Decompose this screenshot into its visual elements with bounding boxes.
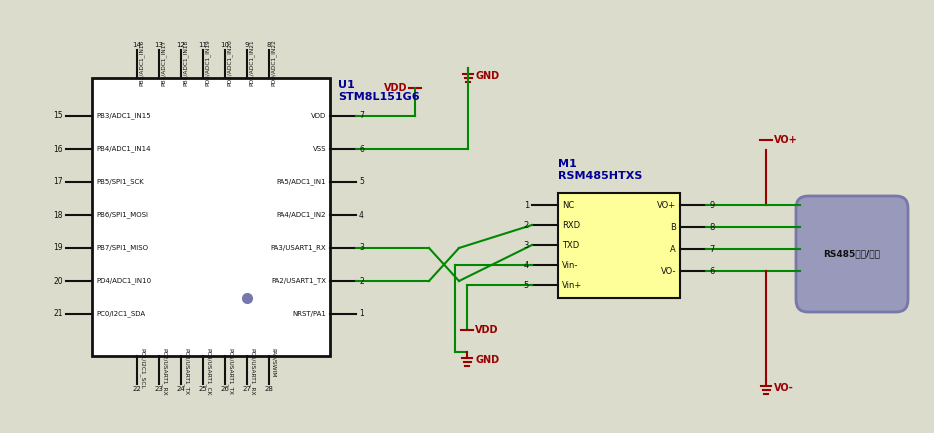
Text: 7: 7 (359, 112, 364, 120)
Text: U1: U1 (338, 80, 355, 90)
Text: PC4/USART1_CK: PC4/USART1_CK (205, 348, 211, 395)
Text: NRST/PA1: NRST/PA1 (292, 311, 326, 317)
Text: 25: 25 (199, 386, 207, 392)
Text: VO+: VO+ (657, 200, 676, 210)
Text: GND: GND (475, 355, 499, 365)
Text: 1: 1 (524, 200, 529, 210)
Text: PC6/USART1_RX: PC6/USART1_RX (249, 348, 255, 395)
Text: PB5/SPI1_SCK: PB5/SPI1_SCK (96, 179, 144, 185)
Text: VSS: VSS (313, 146, 326, 152)
Text: 26: 26 (220, 386, 230, 392)
Text: 24: 24 (177, 386, 185, 392)
Text: 5: 5 (359, 178, 364, 187)
Text: 14: 14 (133, 42, 141, 48)
Text: 8: 8 (709, 223, 715, 232)
Text: PD3/ADC1_IN19: PD3/ADC1_IN19 (205, 39, 211, 86)
Text: 17: 17 (53, 178, 63, 187)
Text: 28: 28 (264, 386, 274, 392)
Text: VDD: VDD (384, 83, 407, 93)
Text: 9: 9 (245, 42, 249, 48)
Text: VO-: VO- (660, 266, 676, 275)
Text: PB7/SPI1_MISO: PB7/SPI1_MISO (96, 245, 148, 252)
Text: RXD: RXD (562, 220, 580, 229)
Text: STM8L151G6: STM8L151G6 (338, 92, 419, 102)
Text: VDD: VDD (475, 325, 499, 335)
Text: RSM485HTXS: RSM485HTXS (558, 171, 643, 181)
Text: NC: NC (562, 200, 574, 210)
Text: PA0/SWIM: PA0/SWIM (271, 348, 276, 378)
Text: PA4/ADC1_IN2: PA4/ADC1_IN2 (276, 212, 326, 218)
Text: PD0/ADC1_IN22: PD0/ADC1_IN22 (271, 39, 276, 86)
Text: 7: 7 (709, 245, 715, 253)
Text: PC2/USART1_RX: PC2/USART1_RX (161, 348, 166, 396)
Text: A: A (671, 245, 676, 253)
Text: 11: 11 (199, 42, 207, 48)
Text: 3: 3 (524, 240, 529, 249)
Text: PB3/ADC1_IN15: PB3/ADC1_IN15 (96, 113, 150, 120)
Text: 4: 4 (359, 210, 364, 220)
Text: 19: 19 (53, 243, 63, 252)
Text: 6: 6 (709, 266, 715, 275)
Text: 2: 2 (524, 220, 529, 229)
Text: 20: 20 (53, 277, 63, 285)
Text: 6: 6 (359, 145, 364, 154)
Text: 10: 10 (220, 42, 230, 48)
Text: TXD: TXD (562, 240, 579, 249)
Text: PA5/ADC1_IN1: PA5/ADC1_IN1 (276, 179, 326, 185)
Text: PB0/ADC1_IN18: PB0/ADC1_IN18 (183, 40, 189, 86)
Text: PD4/ADC1_IN10: PD4/ADC1_IN10 (96, 278, 151, 284)
Text: PD2/ADC1_IN20: PD2/ADC1_IN20 (227, 39, 233, 86)
Text: VO-: VO- (774, 383, 794, 393)
Text: PB4/ADC1_IN14: PB4/ADC1_IN14 (96, 145, 150, 152)
Text: PA3/USART1_RX: PA3/USART1_RX (270, 245, 326, 252)
Bar (92, 78, 330, 356)
Text: PC3/USART1_TX: PC3/USART1_TX (183, 348, 189, 395)
Text: 16: 16 (53, 145, 63, 154)
Text: 8: 8 (267, 42, 271, 48)
Text: 22: 22 (133, 386, 141, 392)
Text: PC1/I2C1_SCL: PC1/I2C1_SCL (139, 348, 145, 389)
Text: B: B (670, 223, 676, 232)
Text: PA2/USART1_TX: PA2/USART1_TX (271, 278, 326, 284)
Text: VDD: VDD (311, 113, 326, 119)
Text: PB1/ADC1_IN17: PB1/ADC1_IN17 (161, 40, 166, 86)
Text: PD1/ADC1_IN21: PD1/ADC1_IN21 (249, 39, 255, 86)
Text: PC5/USART1_TX: PC5/USART1_TX (227, 348, 233, 395)
Text: 3: 3 (359, 243, 364, 252)
Text: VO+: VO+ (774, 135, 798, 145)
Text: PC0/I2C1_SDA: PC0/I2C1_SDA (96, 310, 145, 317)
Text: 13: 13 (154, 42, 163, 48)
Text: 23: 23 (154, 386, 163, 392)
Text: 21: 21 (53, 310, 63, 319)
Text: 9: 9 (709, 200, 715, 210)
Text: GND: GND (476, 71, 500, 81)
Text: 2: 2 (359, 277, 363, 285)
Text: M1: M1 (558, 159, 577, 169)
Text: 4: 4 (524, 261, 529, 269)
FancyBboxPatch shape (796, 196, 908, 312)
Text: Vin-: Vin- (562, 261, 578, 269)
Text: 12: 12 (177, 42, 186, 48)
Text: 1: 1 (359, 310, 363, 319)
Text: 5: 5 (524, 281, 529, 290)
Text: 15: 15 (53, 112, 63, 120)
Text: PB6/SPI1_MOSI: PB6/SPI1_MOSI (96, 212, 148, 218)
Text: PB2/ADC1_IN16: PB2/ADC1_IN16 (139, 40, 145, 86)
Text: 27: 27 (243, 386, 251, 392)
Text: RS485端口/设备: RS485端口/设备 (824, 249, 881, 259)
Bar (558, 193, 680, 298)
Text: Vin+: Vin+ (562, 281, 582, 290)
Text: 18: 18 (53, 210, 63, 220)
